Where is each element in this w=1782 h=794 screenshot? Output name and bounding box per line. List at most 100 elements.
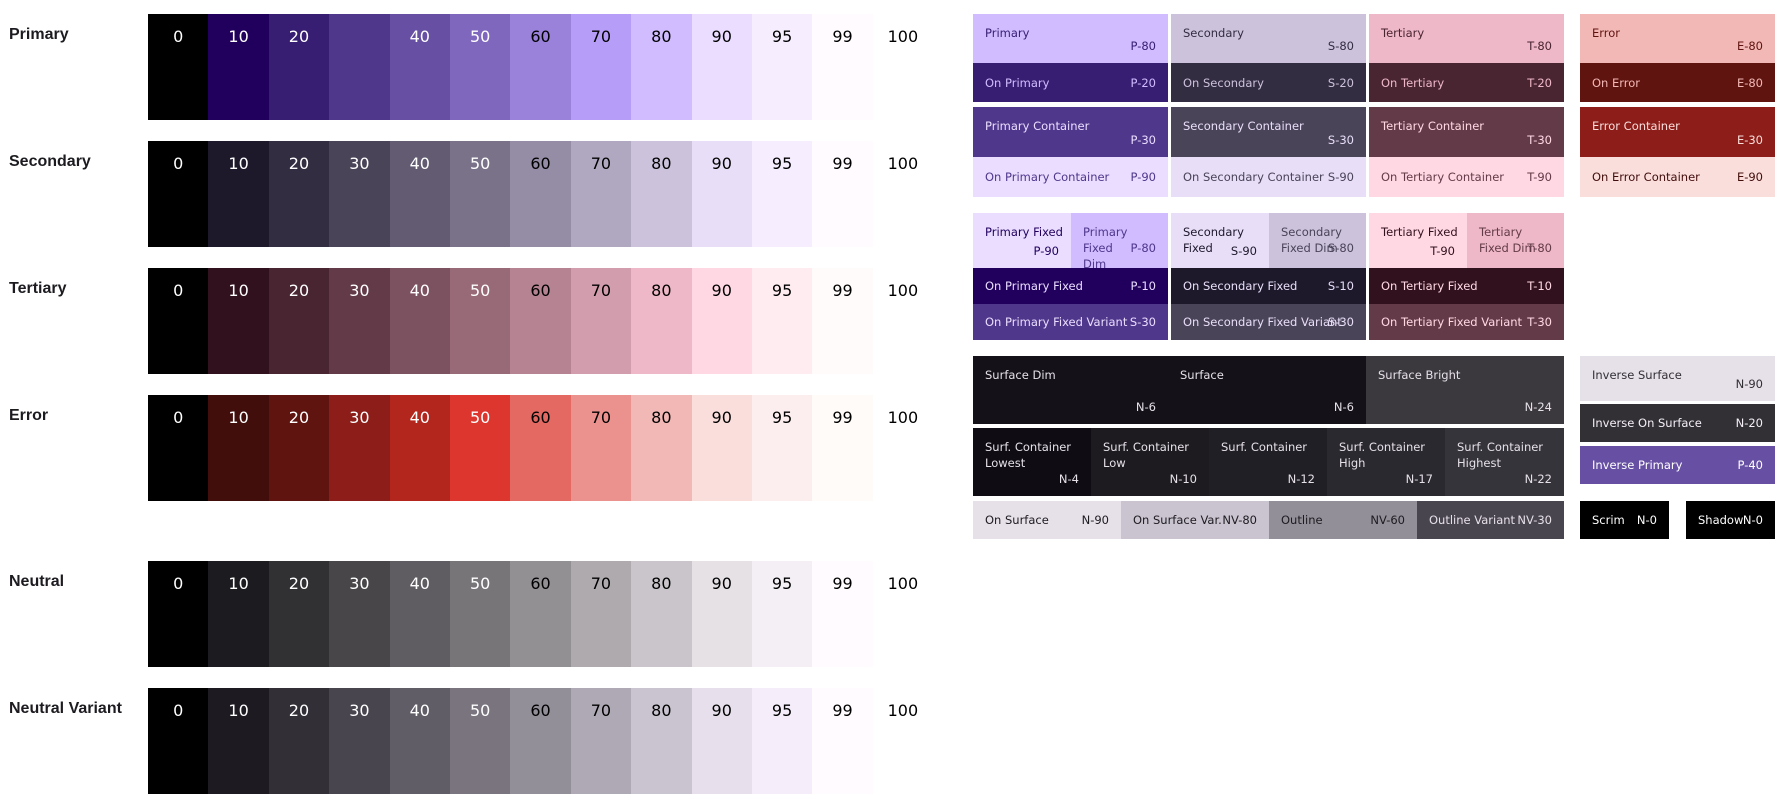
role-code: S-30 xyxy=(1327,315,1354,329)
role-name: On Primary Fixed xyxy=(985,279,1083,293)
tone-label: 70 xyxy=(590,701,612,720)
role-code: E-80 xyxy=(1736,39,1763,53)
tone-swatch: 0 xyxy=(148,141,209,247)
role-code: N-20 xyxy=(1735,416,1763,430)
role-code: N-0 xyxy=(1636,513,1657,527)
role-code: E-80 xyxy=(1736,75,1763,90)
tone-label: 60 xyxy=(530,701,551,720)
role-name: Shadow xyxy=(1698,513,1744,527)
tone-swatch: 50 xyxy=(449,561,511,667)
palette-row: 0 10 20 30 40 50 60 70 80 90 95 99 100 xyxy=(148,395,934,501)
tone-label: 40 xyxy=(409,281,430,300)
tone-label: 80 xyxy=(651,154,672,173)
tone-swatch: 95 xyxy=(751,141,813,247)
tone-label: 50 xyxy=(469,574,491,593)
role-code: NV-60 xyxy=(1370,513,1405,527)
role-surface-dim: Surface Dim N-6 xyxy=(973,356,1168,424)
role-on-tertiary-fixed: On Tertiary Fixed T-10 xyxy=(1369,268,1564,304)
tone-label: 90 xyxy=(711,574,732,593)
role-on-secondary-fixed: On Secondary Fixed S-10 xyxy=(1171,268,1366,304)
tone-label: 100 xyxy=(887,408,919,427)
role-inverse-on-surface: Inverse On Surface N-20 xyxy=(1580,404,1775,442)
tone-label: 20 xyxy=(288,701,310,720)
role-name: Error xyxy=(1592,26,1621,40)
tone-swatch: 90 xyxy=(691,14,752,120)
role-shadow: Shadow N-0 xyxy=(1686,501,1775,539)
palette-label: Error xyxy=(9,407,49,424)
tone-label: 100 xyxy=(887,281,919,300)
tone-swatch: 20 xyxy=(268,395,330,501)
role-surface-container-lowest: Surf. Container Lowest N-4 xyxy=(973,428,1091,496)
tone-swatch: 40 xyxy=(389,688,450,794)
palette-label: Tertiary xyxy=(9,280,67,297)
tone-label: 10 xyxy=(228,281,249,300)
tone-label: 0 xyxy=(173,574,184,593)
role-name: Error Container xyxy=(1592,119,1680,133)
tone-label: 40 xyxy=(409,408,430,427)
tone-label: 95 xyxy=(771,701,793,720)
tone-swatch: 50 xyxy=(449,141,511,247)
tone-swatch: 10 xyxy=(208,561,269,667)
tone-swatch: 95 xyxy=(751,688,813,794)
tone-swatch: 10 xyxy=(208,688,269,794)
tone-swatch: 0 xyxy=(148,14,209,120)
role-name: On Tertiary Container xyxy=(1381,170,1505,184)
tone-swatch: 40 xyxy=(389,395,450,501)
role-code: N-90 xyxy=(1081,513,1109,527)
palette-row: 0 10 20 30 40 50 60 70 80 90 95 99 100 xyxy=(148,268,934,374)
tone-swatch: 60 xyxy=(510,268,571,374)
role-code: NV-80 xyxy=(1222,513,1257,527)
tone-label: 99 xyxy=(832,574,853,593)
role-name: Surf. Container High xyxy=(1339,440,1426,470)
tone-swatch: 0 xyxy=(148,395,209,501)
tone-label: 90 xyxy=(711,408,732,427)
tone-swatch: 70 xyxy=(570,141,632,247)
tone-swatch: 80 xyxy=(631,14,692,120)
tone-swatch xyxy=(329,14,390,120)
role-name: On Tertiary Fixed xyxy=(1381,279,1478,293)
tone-swatch: 80 xyxy=(631,395,692,501)
role-outline: Outline NV-60 xyxy=(1269,501,1417,539)
role-secondary-fixed: Secondary Fixed S-90 xyxy=(1171,213,1269,268)
tone-label: 50 xyxy=(469,701,491,720)
tone-swatch: 95 xyxy=(751,561,813,667)
role-code: T-80 xyxy=(1527,39,1552,53)
tone-swatch: 50 xyxy=(449,395,511,501)
role-code: T-90 xyxy=(1527,170,1552,184)
palette-label: Primary xyxy=(9,26,69,43)
tone-swatch: 60 xyxy=(510,14,571,120)
role-code: NV-30 xyxy=(1517,513,1552,527)
role-code: E-30 xyxy=(1736,133,1763,147)
role-on-secondary-container: On Secondary Container S-90 xyxy=(1171,157,1366,197)
tone-label: 60 xyxy=(530,281,551,300)
tone-label: 95 xyxy=(771,281,793,300)
role-name: On Primary Container xyxy=(985,170,1110,184)
role-name: Surf. Container Low xyxy=(1103,440,1190,470)
role-name: Outline Variant xyxy=(1429,513,1516,527)
role-tertiary-fixed: Tertiary Fixed T-90 xyxy=(1369,213,1467,268)
tone-label: 80 xyxy=(651,27,672,46)
tone-swatch: 40 xyxy=(389,141,450,247)
tone-label: 99 xyxy=(832,408,853,427)
role-name: Surface xyxy=(1180,368,1224,382)
tone-swatch: 99 xyxy=(812,688,873,794)
tone-label: 10 xyxy=(228,408,249,427)
tone-swatch: 0 xyxy=(148,688,209,794)
role-code: N-0 xyxy=(1742,513,1763,527)
tone-label: 0 xyxy=(173,281,184,300)
tone-swatch: 20 xyxy=(268,141,330,247)
tone-label: 50 xyxy=(469,281,491,300)
tone-swatch: 40 xyxy=(389,14,450,120)
role-name: Secondary Fixed xyxy=(1183,225,1244,255)
role-name: Surf. Container xyxy=(1221,440,1308,454)
tone-swatch: 10 xyxy=(208,395,269,501)
tone-swatch: 100 xyxy=(872,14,934,120)
tone-label: 100 xyxy=(887,154,919,173)
role-name: On Surface xyxy=(985,513,1049,527)
role-code: N-4 xyxy=(1058,472,1079,486)
tone-label: 90 xyxy=(711,27,732,46)
tone-label: 95 xyxy=(771,574,793,593)
role-name: Primary Fixed xyxy=(985,225,1063,239)
tone-swatch: 90 xyxy=(691,561,752,667)
tone-swatch: 40 xyxy=(389,268,450,374)
